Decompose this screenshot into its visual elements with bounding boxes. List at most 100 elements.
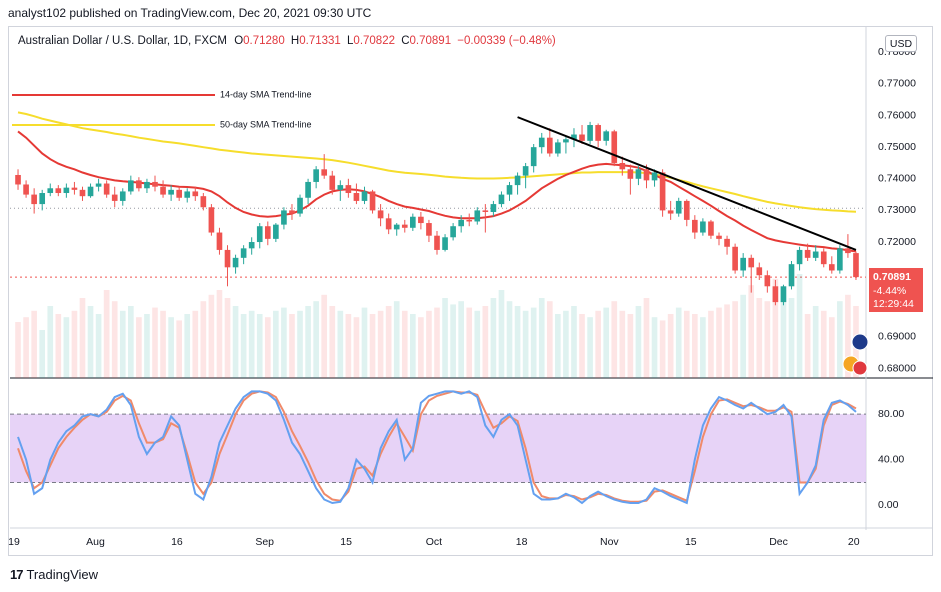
volume-bar: [426, 310, 432, 378]
symbol-legend: Australian Dollar / U.S. Dollar, 1D, FXC…: [18, 35, 556, 47]
candle-body: [95, 183, 102, 187]
candle-body: [15, 174, 21, 185]
aud-flag-icon: [851, 333, 869, 351]
candle-body: [651, 172, 658, 181]
candle-body: [248, 242, 255, 249]
volume-bar: [281, 307, 287, 378]
candle-body: [756, 267, 763, 276]
time-tick-label: Aug: [86, 536, 105, 548]
candle-body: [555, 142, 561, 154]
candle-body: [152, 181, 158, 187]
candle-body: [256, 226, 263, 243]
candle-body: [780, 286, 787, 303]
candle-body: [635, 169, 642, 179]
candle-body: [538, 137, 545, 148]
price-tick-label: 0.76000: [878, 109, 916, 121]
volume-bar: [329, 306, 336, 378]
sma50-line-group: [17, 111, 857, 213]
footer-brand: 17 TradingView: [10, 567, 98, 582]
candle-body: [87, 186, 94, 197]
candle-body: [820, 251, 827, 265]
volume-bar: [345, 314, 352, 378]
candle-body: [224, 249, 231, 268]
volume-bar: [635, 306, 642, 378]
price-tick-label: 0.69000: [878, 331, 916, 343]
stoch-tick-label: 0.00: [878, 499, 899, 511]
volume-bar: [369, 314, 376, 378]
volume-bar: [804, 314, 811, 378]
candle-body: [659, 172, 666, 211]
volume-bar: [659, 320, 666, 378]
candle-body: [434, 235, 440, 250]
volume-bar: [683, 310, 690, 378]
price-tag: 0.70891 -4.44% 12:29:44: [869, 268, 923, 312]
volume-bar: [828, 317, 835, 378]
currency-button[interactable]: USD: [885, 35, 917, 52]
candle-body: [514, 175, 521, 186]
volume-bar: [458, 301, 464, 378]
volume-bar: [627, 314, 634, 378]
change-value: −0.00339 (−0.48%): [457, 35, 556, 47]
candle-body: [192, 191, 199, 197]
candle-body: [732, 246, 738, 271]
candle-body: [603, 131, 610, 141]
volume-bar: [651, 317, 658, 378]
candle-body: [71, 187, 78, 190]
volume-bar: [23, 317, 29, 378]
trendline-group: [517, 116, 857, 251]
candle-body: [103, 183, 110, 195]
volume-bar: [168, 317, 174, 378]
candle-body: [683, 200, 690, 220]
volume-bar: [55, 314, 62, 378]
volume-bar: [79, 298, 86, 378]
volume-bar: [240, 314, 247, 378]
volume-bar: [248, 310, 255, 378]
candle-body: [587, 125, 593, 141]
candle-body: [345, 185, 352, 194]
candle-body: [692, 219, 698, 233]
volume-bar: [71, 310, 78, 378]
candle-body: [426, 223, 432, 236]
candle-body: [498, 194, 505, 205]
candle-body: [522, 166, 529, 176]
volume-bar: [474, 310, 481, 378]
candle-body: [232, 257, 239, 268]
candle-body: [595, 125, 601, 141]
candle-body: [305, 181, 311, 198]
candle-body: [273, 224, 279, 239]
volume-bar: [700, 317, 706, 378]
volume-bar: [555, 314, 561, 378]
volume-bar: [756, 298, 763, 378]
volume-bar: [732, 301, 738, 378]
volume-bar: [15, 322, 21, 378]
sma50-line: [17, 111, 857, 213]
candle-body: [393, 224, 400, 230]
volume-bar: [611, 301, 618, 378]
candle-body: [119, 191, 126, 201]
candle-body: [450, 226, 456, 238]
brand-name: TradingView: [26, 567, 99, 582]
candle-body: [39, 193, 46, 205]
volume-bar: [506, 301, 513, 378]
volume-bar: [837, 301, 843, 378]
candle-body: [772, 286, 779, 303]
volume-bar: [482, 306, 489, 378]
candle-body: [579, 134, 585, 141]
volume-bar: [716, 307, 722, 378]
volume-bars: [15, 274, 859, 378]
stoch-k-line: [17, 390, 857, 505]
candle-body: [369, 191, 376, 211]
volume-bar: [522, 310, 529, 378]
candle-body: [23, 184, 29, 195]
usd-flag-icon-2: [852, 360, 868, 376]
candle-body: [216, 232, 223, 250]
volume-bar: [39, 330, 46, 378]
volume-bar: [31, 310, 37, 378]
volume-bar: [740, 294, 746, 378]
volume-bar: [47, 306, 54, 378]
price-tick-label: 0.75000: [878, 141, 916, 153]
open-value: 0.71280: [243, 35, 285, 47]
volume-bar: [788, 298, 795, 378]
volume-bar: [450, 304, 456, 378]
